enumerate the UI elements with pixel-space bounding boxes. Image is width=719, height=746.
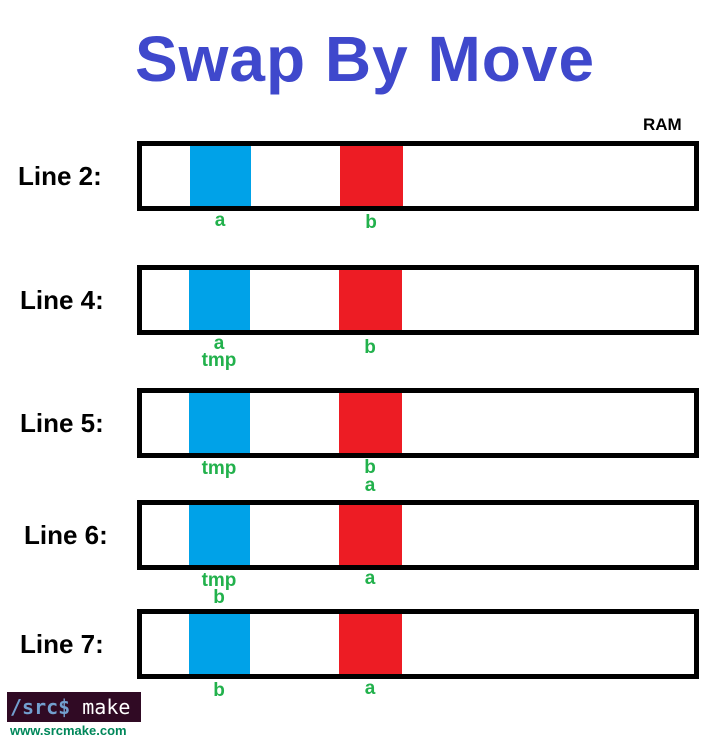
row-label: Line 6: <box>24 520 108 550</box>
variable-label: a <box>364 678 376 699</box>
memory-cell-red <box>339 393 402 453</box>
memory-cell-red <box>339 614 402 674</box>
variable-label: tmp <box>201 458 237 479</box>
row-label: Line 2: <box>18 161 102 191</box>
row-label: Line 4: <box>20 285 104 315</box>
memory-cell-blue <box>189 270 250 330</box>
variable-label: tmp <box>201 570 237 591</box>
memory-cell-blue <box>189 614 250 674</box>
variable-label: b <box>364 337 376 358</box>
memory-cell-red <box>340 146 403 206</box>
variable-label: b <box>213 680 225 701</box>
memory-cell-blue <box>189 505 250 565</box>
variable-label: a <box>364 568 376 589</box>
ram-memory-bar <box>137 609 699 679</box>
row-label: Line 5: <box>20 408 104 438</box>
variable-label: b <box>213 587 225 608</box>
ram-label: RAM <box>643 115 682 134</box>
ram-memory-bar <box>137 265 699 335</box>
site-url: www.srcmake.com <box>10 723 127 738</box>
memory-cell-red <box>339 505 402 565</box>
ram-memory-bar <box>137 388 699 458</box>
variable-label: tmp <box>201 350 237 371</box>
diagram-title: Swap By Move <box>134 23 596 95</box>
memory-cell-red <box>339 270 402 330</box>
ram-memory-bar <box>137 141 699 211</box>
memory-cell-blue <box>190 146 251 206</box>
row-label: Line 7: <box>20 629 104 659</box>
ram-memory-bar <box>137 500 699 570</box>
variable-label: b <box>365 212 377 233</box>
variable-label: b <box>364 457 376 478</box>
variable-label: a <box>214 210 226 231</box>
memory-cell-blue <box>189 393 250 453</box>
variable-label: a <box>213 333 225 354</box>
srcmake-logo: /src$ make <box>7 692 141 722</box>
variable-label: a <box>364 475 376 496</box>
